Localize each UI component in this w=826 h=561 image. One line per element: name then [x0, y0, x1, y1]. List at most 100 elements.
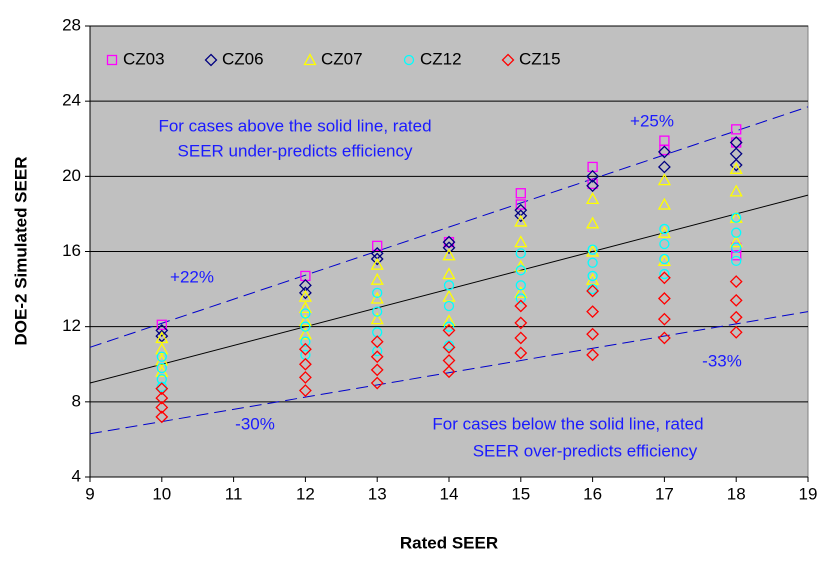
marker [657, 145, 671, 159]
marker [370, 363, 384, 377]
annotation: SEER under-predicts efficiency [178, 141, 413, 160]
marker [657, 312, 671, 326]
marker [298, 370, 312, 384]
marker [298, 314, 312, 327]
annotation: -33% [702, 351, 742, 370]
marker [659, 268, 670, 280]
marker [586, 327, 600, 341]
marker [443, 300, 455, 312]
legend-label: CZ15 [519, 49, 561, 68]
marker [731, 242, 742, 253]
marker [587, 257, 598, 268]
marker [586, 305, 600, 319]
marker [442, 235, 456, 249]
marker [514, 331, 528, 345]
marker [729, 293, 743, 307]
marker [514, 316, 528, 330]
marker [729, 161, 743, 174]
marker [729, 275, 743, 288]
series [155, 271, 743, 424]
series [155, 136, 743, 343]
y-tick-label: 4 [72, 466, 81, 485]
marker [155, 410, 169, 424]
annotation: +22% [170, 267, 214, 286]
marker [515, 265, 526, 276]
marker [657, 292, 671, 305]
marker [729, 184, 743, 197]
marker [731, 124, 742, 135]
marker [443, 280, 455, 291]
marker [370, 291, 384, 304]
marker [587, 270, 598, 282]
x-tick-label: 19 [799, 484, 818, 503]
marker [372, 287, 383, 298]
marker [731, 255, 742, 267]
marker [731, 227, 742, 238]
marker [586, 179, 600, 193]
y-tick-label: 16 [62, 241, 81, 260]
marker [443, 321, 455, 332]
marker [659, 238, 670, 250]
marker [657, 197, 671, 210]
marker [657, 331, 671, 345]
marker [370, 376, 384, 390]
marker [729, 235, 743, 248]
x-tick-label: 11 [225, 484, 243, 503]
marker [729, 310, 743, 324]
marker [729, 325, 743, 339]
x-tick-label: 13 [368, 484, 387, 503]
x-tick-label: 12 [296, 484, 315, 503]
marker [442, 365, 456, 379]
marker [515, 188, 526, 199]
marker [501, 53, 515, 67]
y-tick-label: 20 [62, 166, 81, 185]
marker [659, 223, 670, 235]
marker [657, 271, 671, 285]
series [156, 212, 742, 392]
x-axis-title: Rated SEER [400, 533, 498, 552]
marker [514, 285, 528, 298]
marker [155, 382, 169, 396]
annotation: For cases above the solid line, rated [158, 116, 431, 135]
marker [155, 324, 169, 337]
marker [586, 216, 600, 229]
y-axis-title: DOE-2 Simulated SEER [11, 157, 30, 346]
x-tick-label: 10 [152, 484, 171, 503]
marker [657, 160, 671, 174]
y-tick-label: 28 [62, 15, 81, 34]
x-tick-label: 14 [440, 484, 459, 503]
marker [403, 54, 415, 66]
marker [442, 248, 456, 261]
annotation: -30% [235, 414, 275, 433]
marker [300, 336, 311, 347]
marker [586, 192, 600, 205]
annotation: SEER over-predicts efficiency [473, 441, 698, 460]
legend-label: CZ07 [321, 49, 363, 68]
marker [657, 173, 671, 186]
marker [370, 252, 384, 266]
marker [442, 241, 456, 255]
marker [300, 321, 311, 332]
marker [372, 240, 383, 252]
y-tick-label: 12 [62, 316, 81, 335]
x-tick-label: 15 [511, 484, 530, 503]
marker [514, 214, 528, 227]
marker [586, 284, 600, 298]
marker [298, 301, 312, 314]
reference-line [89, 194, 809, 384]
legend-label: CZ06 [222, 49, 264, 68]
marker [155, 391, 169, 405]
marker [156, 362, 167, 374]
marker [370, 257, 384, 270]
marker [443, 236, 455, 248]
x-tick-label: 18 [727, 484, 746, 503]
marker [370, 272, 384, 285]
marker [372, 306, 383, 317]
legend-label: CZ12 [420, 49, 462, 68]
marker [514, 346, 528, 360]
marker [156, 319, 167, 330]
marker [370, 350, 384, 364]
marker [729, 158, 743, 172]
marker [515, 248, 526, 259]
marker [300, 308, 311, 319]
